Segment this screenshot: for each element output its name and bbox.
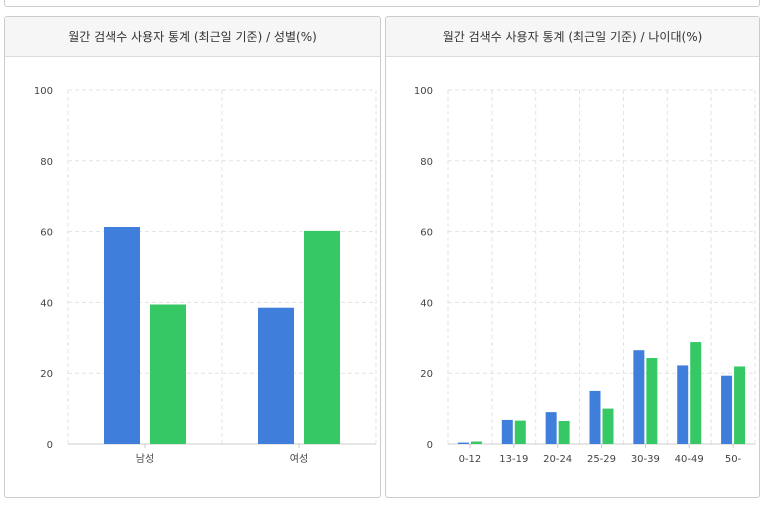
age-chart-panel: 월간 검색수 사용자 통계 (최근일 기준) / 나이대(%) 0 20 40 60 8… <box>385 16 760 498</box>
y-tick-label: 100 <box>414 86 433 97</box>
x-tick-label: 40-49 <box>675 454 704 465</box>
y-tick-label: 100 <box>34 86 53 97</box>
x-tick-label: 25-29 <box>587 454 616 465</box>
x-tick-label: 50- <box>725 454 742 465</box>
y-tick-label: 0 <box>427 440 433 451</box>
bar <box>545 412 557 444</box>
x-tick-label: 30-39 <box>631 454 660 465</box>
bar <box>558 420 570 444</box>
age-chart-title: 월간 검색수 사용자 통계 (최근일 기준) / 나이대(%) <box>386 17 759 57</box>
bar <box>150 304 186 444</box>
previous-panel-edge <box>4 0 760 7</box>
bar <box>633 350 645 444</box>
bar <box>258 307 294 444</box>
y-tick-label: 20 <box>40 369 53 380</box>
bar <box>501 419 513 444</box>
bar <box>470 441 482 444</box>
y-tick-label: 40 <box>40 298 53 309</box>
x-tick-label: 여성 <box>290 453 308 465</box>
y-tick-label: 40 <box>420 298 433 309</box>
y-tick-label: 20 <box>420 369 433 380</box>
gender-chart-title: 월간 검색수 사용자 통계 (최근일 기준) / 성별(%) <box>5 17 380 57</box>
bar <box>690 342 702 444</box>
bar <box>304 230 340 444</box>
bar <box>734 366 746 444</box>
y-tick-label: 80 <box>40 157 53 168</box>
bar <box>677 365 689 444</box>
bar <box>589 390 601 444</box>
bar <box>514 420 526 444</box>
bar <box>602 408 614 444</box>
gender-bar-chart: 0 20 40 60 80 100 남성 여성 <box>34 86 377 465</box>
x-tick-label: 남성 <box>136 453 154 465</box>
y-tick-label: 0 <box>47 440 53 451</box>
y-tick-label: 60 <box>40 228 53 239</box>
x-tick-label: 20-24 <box>543 454 572 465</box>
y-tick-label: 60 <box>420 228 433 239</box>
gender-chart-panel: 월간 검색수 사용자 통계 (최근일 기준) / 성별(%) 0 20 40 60 80… <box>4 16 381 498</box>
bar <box>721 375 733 444</box>
age-bar-chart: 0 20 40 60 80 100 0-12 13-19 20-24 25-29 30-39 40-4… <box>414 86 756 465</box>
x-tick-label: 0-12 <box>459 454 482 465</box>
bar <box>104 226 140 444</box>
x-tick-label: 13-19 <box>499 454 528 465</box>
bar <box>457 442 469 444</box>
bar <box>646 357 658 444</box>
y-tick-label: 80 <box>420 157 433 168</box>
